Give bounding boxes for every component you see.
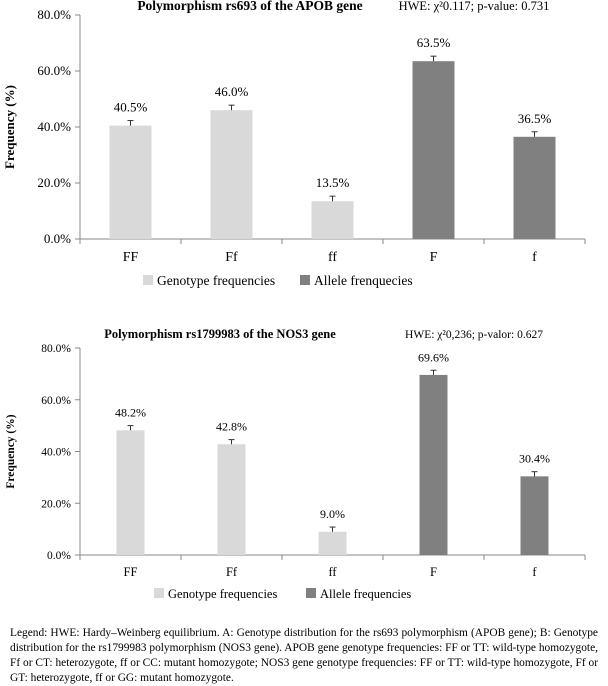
apob-bar-ff [210,110,253,239]
apob-y-tick-label: 80.0% [37,7,71,22]
nos3-legend-label-genotype: Genotype frequencies [168,587,277,601]
nos3-y-tick-label: 20.0% [41,498,71,510]
apob-bar-f [513,136,556,239]
nos3-y-tick-label: 0.0% [47,550,71,562]
nos3-data-label: 69.6% [418,350,449,364]
apob-chart-title: Polymorphism rs693 of the APOB gene [137,0,362,13]
apob-data-label: 46.0% [215,84,249,99]
nos3-x-tick-label: F [430,565,437,579]
nos3-x-tick-label: FF [124,565,138,579]
apob-data-label: 36.5% [518,111,552,126]
nos3-x-tick-label: f [532,565,537,579]
nos3-bar-f [520,476,549,555]
nos3-legend-swatch-genotype [154,588,164,598]
apob-y-tick-label: 40.0% [37,119,71,134]
nos3-y-tick-label: 80.0% [41,343,71,355]
apob-legend-swatch-genotype [143,275,153,285]
figure-caption: Legend: HWE: Hardy–Weinberg equilibrium.… [10,627,598,684]
nos3-legend-swatch-allele [306,588,316,598]
nos3-bar-ff [116,430,145,555]
apob-y-axis-label: Frequency (%) [2,85,17,169]
apob-x-tick-label: ff [328,250,337,265]
apob-x-tick-label: F [430,250,438,265]
nos3-bar-f [419,374,448,555]
apob-y-tick-label: 20.0% [37,175,71,190]
nos3-hwe-annotation: HWE: χ²0,236; p-valor: 0.627 [405,329,543,341]
apob-bar-ff [109,125,152,239]
apob-bar-f [412,61,455,240]
apob-hwe-annotation: HWE: χ²0.117; p-value: 0.731 [399,0,550,13]
nos3-data-label: 48.2% [115,406,146,420]
nos3-y-axis-label: Frequency (%) [5,414,17,488]
apob-data-label: 40.5% [114,100,148,115]
nos3-data-label: 9.0% [320,507,345,521]
apob-x-tick-label: Ff [225,250,238,265]
apob-x-tick-label: f [532,250,537,265]
nos3-legend-label-allele: Allele frequencies [320,587,411,601]
nos3-y-tick-label: 40.0% [41,447,71,459]
nos3-x-tick-label: ff [328,565,337,579]
nos3-data-label: 30.4% [519,452,550,466]
nos3-bar-ff [318,531,347,555]
nos3-chart-title: Polymorphism rs1799983 of the NOS3 gene [104,327,336,341]
nos3-data-label: 42.8% [216,420,247,434]
apob-data-label: 13.5% [316,175,350,190]
apob-y-tick-label: 0.0% [44,231,71,246]
nos3-bar-ff [217,444,246,555]
apob-legend-label-genotype: Genotype frequencies [157,273,275,288]
apob-y-tick-label: 60.0% [37,63,71,78]
nos3-y-tick-label: 60.0% [41,395,71,407]
nos3-x-tick-label: Ff [226,565,238,579]
apob-x-tick-label: FF [123,250,139,265]
apob-legend-swatch-allele [300,275,310,285]
apob-legend-label-allele: Allele frenquecies [314,273,413,288]
chart-nos3: Polymorphism rs1799983 of the NOS3 gene H… [5,327,586,601]
apob-bar-ff [311,201,354,239]
chart-apob: Polymorphism rs693 of the APOB gene HWE: … [2,0,586,288]
apob-data-label: 63.5% [417,35,451,50]
